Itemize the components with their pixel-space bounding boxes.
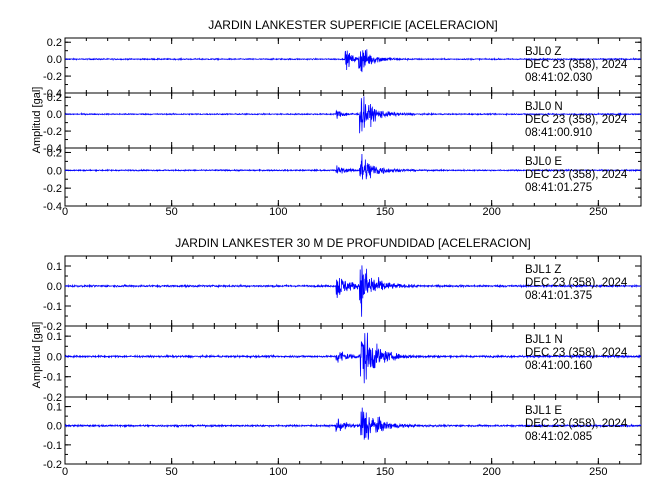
waveform-trace (64, 96, 642, 134)
y-tick-label: 0.0 (47, 109, 62, 121)
y-tick-label: -0.1 (43, 301, 62, 313)
y-tick-label: -0.2 (43, 71, 62, 83)
trace-time-label: 08:41:00.160 (525, 360, 592, 372)
trace-name-label: BJL1 E (525, 405, 562, 417)
x-tick-label: 0 (62, 206, 68, 218)
y-tick-label: -0.1 (43, 440, 62, 452)
chart-title: JARDIN LANKESTER 30 M DE PROFUNDIDAD [AC… (175, 236, 530, 250)
x-tick-label: 50 (166, 466, 178, 478)
x-tick-label: 150 (376, 466, 394, 478)
x-tick-label: 150 (376, 206, 394, 218)
trace-name-label: BJL0 E (525, 156, 562, 168)
x-tick-label: 50 (166, 206, 178, 218)
y-axis-label: Amplitud [gal] (31, 322, 43, 389)
y-tick-label: 0.0 (47, 54, 62, 66)
y-tick-label: 0.2 (47, 92, 62, 104)
trace-name-label: BJL1 N (525, 334, 563, 346)
y-tick-label: 0.0 (47, 351, 62, 363)
trace-name-label: BJL0 N (525, 101, 563, 113)
waveform-trace (64, 265, 642, 317)
y-tick-label: -0.4 (43, 88, 62, 100)
trace-time-label: 08:41:02.085 (525, 431, 592, 443)
y-tick-label: 0.0 (47, 165, 62, 177)
y-tick-label: 0.0 (47, 421, 62, 433)
x-tick-label: 200 (482, 206, 500, 218)
y-tick-label: 0.2 (47, 37, 62, 49)
y-tick-label: -0.4 (43, 201, 62, 213)
waveform-trace (64, 332, 642, 384)
trace-date-label: DEC 23 (358), 2024 (525, 277, 628, 289)
trace-date-label: DEC 23 (358), 2024 (525, 114, 628, 126)
y-tick-label: -0.4 (43, 143, 62, 155)
y-tick-label: -0.2 (43, 392, 62, 404)
x-tick-label: 100 (269, 466, 287, 478)
y-tick-label: 0.1 (47, 261, 62, 273)
trace-date-label: DEC 23 (358), 2024 (525, 169, 628, 181)
waveform-trace (64, 49, 642, 73)
trace-time-label: 08:41:01.275 (525, 182, 592, 194)
panel-frame (64, 147, 642, 207)
y-axis-label: Amplitud [gal] (31, 87, 43, 154)
x-tick-label: 250 (589, 466, 607, 478)
y-tick-label: 0.2 (47, 147, 62, 159)
y-tick-label: -0.2 (43, 183, 62, 195)
trace-time-label: 08:41:00.910 (525, 127, 592, 139)
trace-date-label: DEC 23 (358), 2024 (525, 59, 628, 71)
trace-time-label: 08:41:02.030 (525, 72, 592, 84)
y-tick-label: 0.0 (47, 281, 62, 293)
trace-time-label: 08:41:01.375 (525, 290, 592, 302)
trace-name-label: BJL0 Z (525, 46, 561, 58)
trace-date-label: DEC 23 (358), 2024 (525, 418, 628, 430)
waveform-trace (64, 154, 642, 180)
trace-date-label: DEC 23 (358), 2024 (525, 347, 628, 359)
x-tick-label: 200 (482, 466, 500, 478)
x-tick-label: 100 (269, 206, 287, 218)
x-tick-label: 0 (62, 466, 68, 478)
chart-title: JARDIN LANKESTER SUPERFICIE [ACELERACION… (208, 18, 497, 32)
y-tick-label: 0.1 (47, 402, 62, 414)
y-tick-label: -0.2 (43, 321, 62, 333)
trace-name-label: BJL1 Z (525, 264, 561, 276)
y-tick-label: 0.1 (47, 331, 62, 343)
waveform-trace (64, 407, 642, 440)
y-tick-label: -0.1 (43, 372, 62, 384)
x-tick-label: 250 (589, 206, 607, 218)
y-tick-label: -0.2 (43, 459, 62, 471)
panel-frame (64, 396, 642, 465)
y-tick-label: -0.2 (43, 126, 62, 138)
